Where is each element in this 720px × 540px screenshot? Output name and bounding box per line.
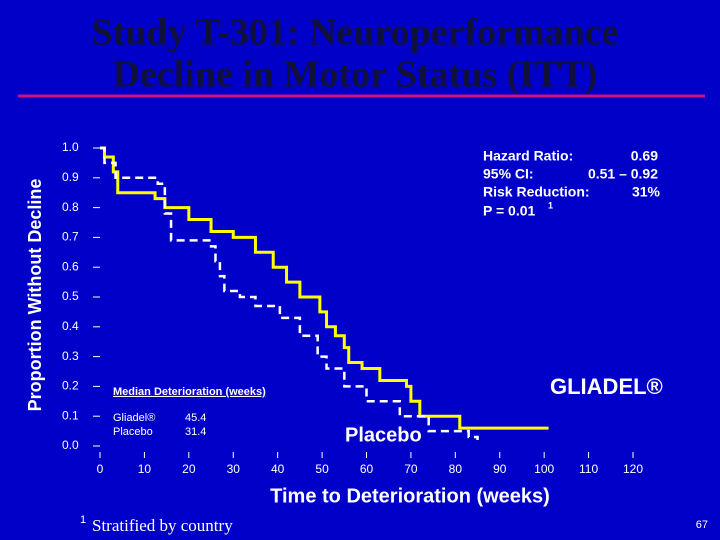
x-tick-label: 60 [360, 462, 374, 476]
median-value: 45.4 [185, 412, 206, 424]
survival-curve [100, 146, 549, 430]
median-title: Median Deterioration (weeks) [113, 386, 266, 398]
x-tick-label: 120 [623, 462, 643, 476]
y-tick-label: 0.9 [62, 170, 79, 184]
x-tick-label: 0 [97, 462, 104, 476]
x-tick-label: 90 [493, 462, 507, 476]
x-tick-label: 30 [227, 462, 241, 476]
stat-label: 95% CI: [483, 166, 534, 182]
median-label: Gliadel® [113, 412, 155, 424]
x-tick-label: 80 [449, 462, 463, 476]
y-tick-label: 0.0 [62, 438, 79, 452]
x-tick-label: 10 [138, 462, 152, 476]
x-tick-label: 40 [271, 462, 285, 476]
y-tick-label: 0.6 [62, 259, 79, 273]
y-tick-label: 0.3 [62, 349, 79, 363]
y-axis-label: Proportion Without Decline [25, 179, 45, 412]
stat-value: 0.51 – 0.92 [588, 166, 658, 182]
x-tick-label: 100 [534, 462, 554, 476]
median-label: Placebo [113, 426, 153, 438]
plot: 0.0 0.1 0.2 0.3 0.4 0.5 0.6 0.7 0.8 0.9 1.0 0 10 20 30… [62, 140, 643, 476]
footnote-marker: 1 [80, 514, 86, 526]
x-tick-label: 70 [404, 462, 418, 476]
title-line: Decline in Motor Status (ITT) [113, 54, 598, 96]
x-tick-label: 110 [579, 462, 598, 476]
y-tick-label: 0.2 [62, 379, 79, 393]
y-tick-label: 0.4 [62, 319, 79, 333]
stat-label: Hazard Ratio: [483, 148, 573, 164]
survival-curve [100, 146, 479, 441]
p-note: 1 [548, 200, 553, 210]
y-tick-label: 1.0 [62, 140, 79, 154]
footnote: Stratified by country [92, 516, 233, 535]
title-line: Study T-301: Neuroperformance [91, 12, 618, 54]
x-tick-label: 50 [315, 462, 329, 476]
series-label: Placebo [345, 424, 422, 446]
page-number: 67 [696, 519, 708, 531]
x-tick-label: 20 [182, 462, 196, 476]
stat-value: 0.69 [631, 148, 658, 164]
median-value: 31.4 [185, 426, 206, 438]
y-tick-label: 0.7 [62, 230, 79, 244]
series-label: GLIADEL® [550, 374, 663, 399]
x-axis-label: Time to Deterioration (weeks) [270, 485, 550, 507]
y-tick-label: 0.8 [62, 200, 79, 214]
p-value: P = 0.01 [483, 203, 536, 219]
y-tick-label: 0.1 [62, 408, 79, 422]
stat-value: 31% [632, 184, 661, 200]
y-tick-label: 0.5 [62, 289, 79, 303]
stat-label: Risk Reduction: [483, 184, 590, 200]
